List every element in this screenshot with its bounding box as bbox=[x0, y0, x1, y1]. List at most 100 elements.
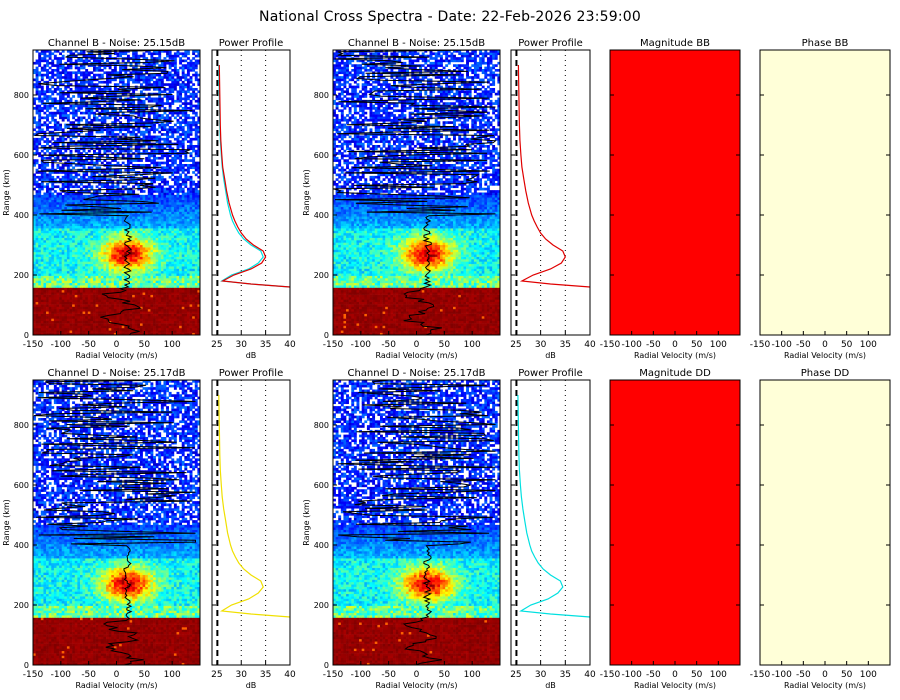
r1-channel-b-spectrum-1-cell bbox=[143, 290, 146, 293]
r1-channel-b-spectrum-1-cell bbox=[98, 235, 101, 238]
r1-channel-b-spectrum-1-cell bbox=[135, 247, 138, 250]
r1-channel-b-spectrum-1-cell bbox=[101, 235, 104, 238]
r1-channel-b-spectrum-1-cell bbox=[153, 285, 156, 288]
r1-channel-b-spectrum-1-cell bbox=[64, 247, 67, 250]
r1-channel-b-spectrum-1-cell bbox=[150, 197, 153, 200]
r1-channel-b-spectrum-1-cell bbox=[62, 164, 65, 167]
r1-channel-b-spectrum-1-cell bbox=[192, 283, 195, 286]
r1-channel-b-spectrum-1-cell bbox=[153, 311, 156, 314]
r1-channel-b-spectrum-1-cell bbox=[179, 321, 182, 324]
r1-channel-b-spectrum-1-cell bbox=[169, 280, 172, 283]
r1-channel-b-spectrum-1-cell bbox=[179, 190, 182, 193]
r1-channel-b-spectrum-1-cell bbox=[161, 150, 164, 153]
r1-channel-b-spectrum-1-cell bbox=[49, 126, 52, 129]
r1-channel-b-spectrum-1-cell bbox=[117, 318, 120, 321]
r1-channel-b-spectrum-1-cell bbox=[109, 302, 112, 305]
r1-channel-b-spectrum-1-cell bbox=[166, 209, 169, 212]
r1-channel-b-spectrum-1-cell bbox=[109, 259, 112, 262]
r1-channel-b-spectrum-1-cell bbox=[190, 269, 193, 272]
r1-channel-b-spectrum-1-cell bbox=[77, 259, 80, 262]
r1-channel-b-spectrum-1-cell bbox=[143, 321, 146, 324]
r1-channel-b-spectrum-1-cell bbox=[163, 278, 166, 281]
r1-channel-b-spectrum-1-cell bbox=[96, 290, 99, 293]
r1-channel-b-spectrum-1-cell bbox=[36, 318, 39, 321]
r1-channel-b-spectrum-1-cell bbox=[163, 212, 166, 215]
r1-channel-b-spectrum-1-cell bbox=[124, 207, 127, 210]
r1-channel-b-spectrum-1-cell bbox=[177, 266, 180, 269]
r1-channel-b-spectrum-1-cell bbox=[119, 261, 122, 264]
r1-channel-b-spectrum-1-cell bbox=[192, 190, 195, 193]
r1-channel-b-spectrum-1-cell bbox=[169, 164, 172, 167]
r1-channel-b-spectrum-1-cell bbox=[166, 259, 169, 262]
r1-channel-b-spectrum-1-cell bbox=[177, 276, 180, 279]
r1-channel-b-spectrum-1-cell bbox=[75, 307, 78, 310]
r1-channel-b-spectrum-1-cell bbox=[64, 252, 67, 255]
r1-channel-b-spectrum-1-cell bbox=[156, 261, 159, 264]
r1-channel-b-spectrum-1-cell bbox=[101, 254, 104, 257]
r1-channel-b-spectrum-1-cell bbox=[62, 200, 65, 203]
r1-channel-b-spectrum-1-cell bbox=[67, 273, 70, 276]
r1-channel-b-spectrum-1-cell bbox=[46, 245, 49, 248]
r1-channel-b-spectrum-1-cell bbox=[171, 204, 174, 207]
r1-channel-b-spectrum-1-cell bbox=[145, 311, 148, 314]
r1-channel-b-spectrum-1-cell bbox=[51, 250, 54, 253]
r1-channel-b-spectrum-1-cell bbox=[114, 150, 117, 153]
r1-channel-b-spectrum-1-cell bbox=[171, 231, 174, 234]
r1-channel-b-spectrum-1-cell bbox=[174, 252, 177, 255]
r1-channel-b-spectrum-1-cell bbox=[49, 176, 52, 179]
r1-channel-b-spectrum-1-cell bbox=[36, 197, 39, 200]
r1-channel-b-spectrum-1-cell bbox=[166, 190, 169, 193]
r1-channel-b-spectrum-1-cell bbox=[101, 314, 104, 317]
r1-channel-b-spectrum-1-cell bbox=[192, 264, 195, 267]
r1-channel-b-spectrum-1-cell bbox=[54, 157, 57, 160]
r1-channel-b-spectrum-1-cell bbox=[177, 221, 180, 224]
r1-channel-b-spectrum-1-cell bbox=[179, 176, 182, 179]
r1-channel-b-spectrum-1-cell bbox=[36, 147, 39, 150]
r1-channel-b-spectrum-1-cell bbox=[93, 283, 96, 286]
r1-channel-b-spectrum-1-cell bbox=[93, 162, 96, 165]
r1-channel-b-spectrum-1-cell bbox=[182, 216, 185, 219]
r1-channel-b-spectrum-1-cell bbox=[130, 216, 133, 219]
r1-channel-b-spectrum-1-cell bbox=[62, 304, 65, 307]
r1-channel-b-spectrum-1-cell bbox=[143, 302, 146, 305]
r1-channel-b-spectrum-1-cell bbox=[143, 131, 146, 134]
r1-channel-b-spectrum-1-cell bbox=[62, 273, 65, 276]
r1-channel-b-spectrum-1-cell bbox=[67, 216, 70, 219]
r1-channel-b-spectrum-1-cell bbox=[75, 264, 78, 267]
r1-channel-b-spectrum-1-cell bbox=[187, 242, 190, 245]
r1-channel-b-spectrum-1-cell bbox=[166, 245, 169, 248]
r1-channel-b-spectrum-1-cell bbox=[59, 235, 62, 238]
r1-channel-b-spectrum-1-cell bbox=[140, 250, 143, 253]
r1-channel-b-spectrum-1-cell bbox=[51, 254, 54, 257]
r1-channel-b-spectrum-1-cell bbox=[114, 280, 117, 283]
r1-channel-b-spectrum-1-cell bbox=[114, 242, 117, 245]
r1-channel-b-spectrum-1-cell bbox=[70, 326, 73, 329]
r1-channel-b-spectrum-1-cell bbox=[109, 271, 112, 274]
r1-channel-b-spectrum-1-cell bbox=[122, 328, 125, 331]
r1-channel-b-spectrum-1-cell bbox=[111, 309, 114, 312]
r1-channel-b-spectrum-1-cell bbox=[171, 326, 174, 329]
r1-channel-b-spectrum-1-cell bbox=[67, 309, 70, 312]
r1-channel-b-spectrum-1-cell bbox=[46, 197, 49, 200]
r1-channel-b-spectrum-1-cell bbox=[169, 295, 172, 298]
r1-channel-b-spectrum-1-cell bbox=[140, 261, 143, 264]
r1-channel-b-spectrum-1-cell bbox=[38, 140, 41, 143]
r1-channel-b-spectrum-1-cell bbox=[70, 295, 73, 298]
r1-channel-b-spectrum-1-cell bbox=[93, 276, 96, 279]
r1-channel-b-spectrum-1-cell bbox=[64, 197, 67, 200]
r1-channel-b-spectrum-1-cell bbox=[98, 269, 101, 272]
r1-channel-b-spectrum-1-cell bbox=[64, 297, 67, 300]
r1-channel-b-spectrum-1-cell bbox=[143, 264, 146, 267]
r1-channel-b-spectrum-1-cell bbox=[85, 247, 88, 250]
r1-channel-b-spectrum-1-cell bbox=[72, 314, 75, 317]
r1-channel-b-spectrum-1-cell bbox=[135, 238, 138, 241]
r1-channel-b-spectrum-1-cell bbox=[145, 131, 148, 134]
r1-channel-b-spectrum-1-cell bbox=[130, 280, 133, 283]
r1-channel-b-spectrum-1-cell bbox=[161, 169, 164, 172]
r1-channel-b-spectrum-1-cell bbox=[46, 271, 49, 274]
r1-channel-b-spectrum-1-cell bbox=[41, 164, 44, 167]
r1-channel-b-spectrum-1-cell bbox=[72, 269, 75, 272]
r1-channel-b-spectrum-1-cell bbox=[132, 318, 135, 321]
r1-channel-b-spectrum-1-cell bbox=[174, 176, 177, 179]
r1-channel-b-spectrum-1-cell bbox=[38, 292, 41, 295]
